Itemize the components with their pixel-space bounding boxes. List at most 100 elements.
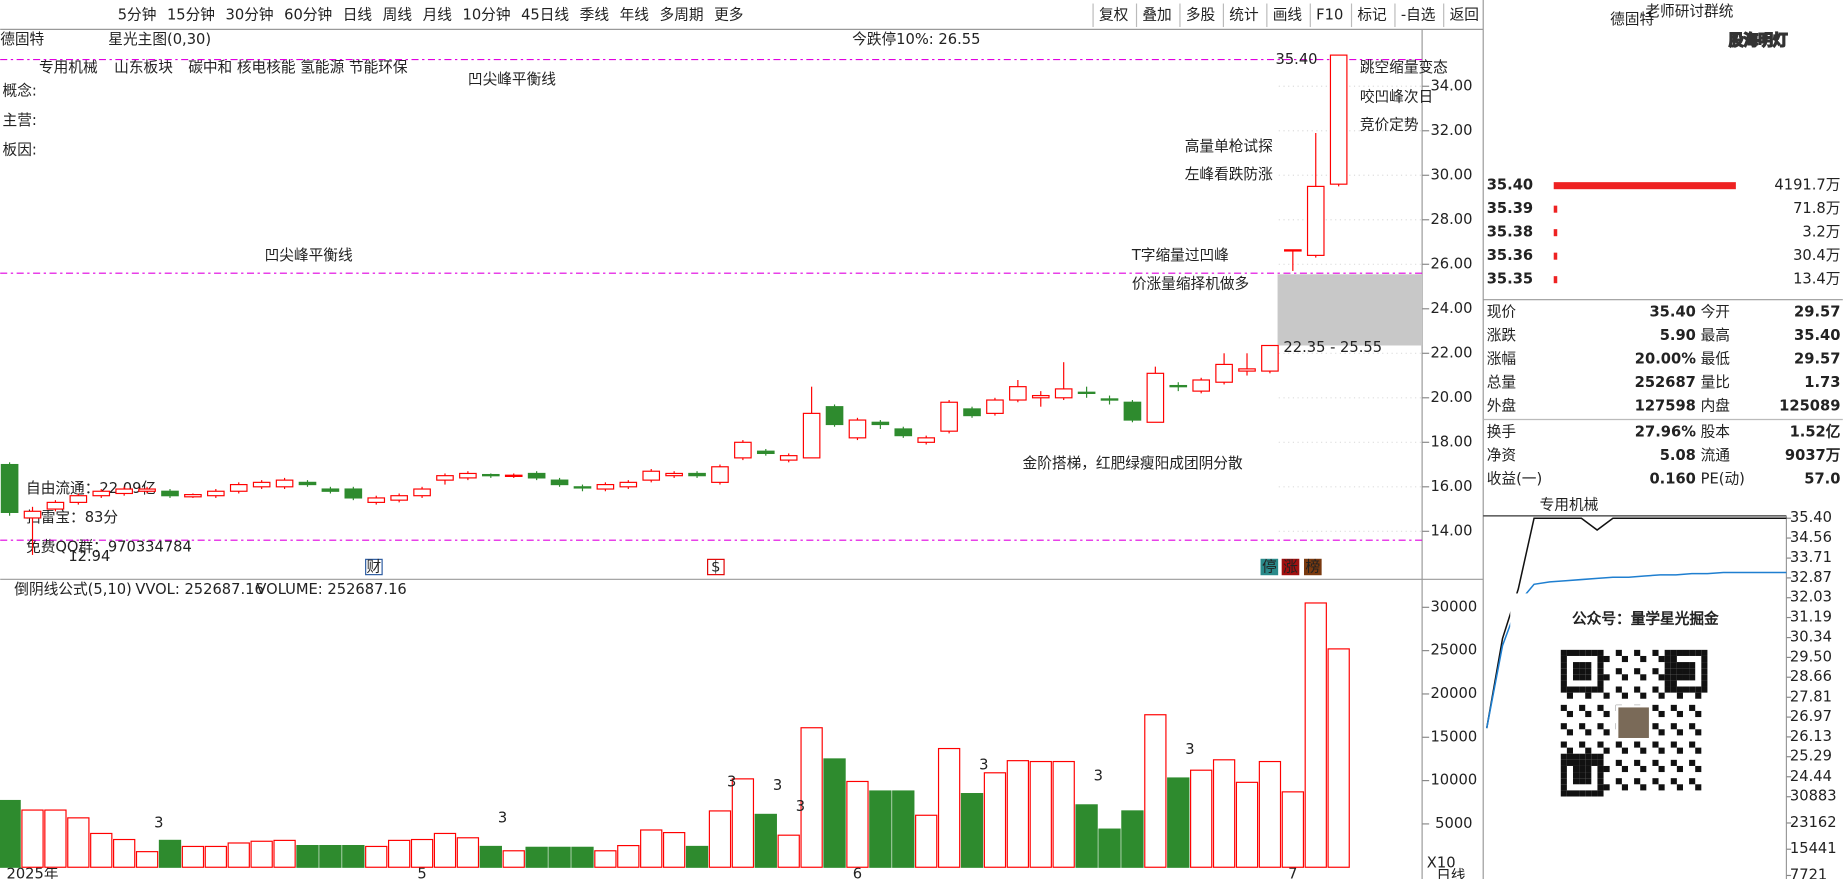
annotation: 凹尖峰平衡线 — [468, 71, 556, 88]
qr-cell — [1640, 784, 1647, 791]
toolbar-button[interactable]: 标记 — [1357, 6, 1387, 23]
toolbar-button[interactable]: 画线 — [1273, 6, 1303, 23]
volume-bar — [1190, 769, 1213, 868]
qr-cell — [1560, 759, 1567, 766]
gap-box — [1277, 274, 1423, 346]
toolbar-button[interactable]: 叠加 — [1142, 6, 1171, 23]
volume-bar — [662, 832, 686, 868]
toolbar-item[interactable]: 周线 — [383, 6, 413, 23]
panel-stock: 德固特 — [1610, 10, 1654, 28]
toolbar-item[interactable]: 60分钟 — [284, 6, 332, 23]
toolbar-item[interactable]: 15分钟 — [167, 6, 215, 23]
volume-bar — [731, 778, 755, 868]
toolbar-item[interactable]: 5分钟 — [118, 6, 157, 23]
ask-bar — [1553, 229, 1558, 237]
qr-cell — [1695, 686, 1702, 693]
volume-bar — [250, 840, 273, 868]
annotation: 高量单枪试探 — [1185, 138, 1273, 155]
toolbar-button[interactable]: -自选 — [1401, 6, 1436, 23]
candle-body — [894, 428, 913, 437]
toolbar-item[interactable]: 季线 — [580, 6, 610, 23]
volume-bar — [915, 814, 938, 868]
toolbar-item[interactable]: 10分钟 — [463, 6, 511, 23]
toolbar-button[interactable]: 复权 — [1099, 5, 1129, 23]
candle-body — [871, 421, 890, 426]
event-label: 榜 — [1305, 559, 1320, 576]
qr-cell — [1695, 710, 1702, 718]
toolbar-button[interactable]: 统计 — [1229, 6, 1259, 23]
mini-vol-tick-label: 23162 — [1790, 814, 1837, 831]
qr-cell — [1566, 753, 1573, 760]
qr-cell — [1603, 655, 1610, 663]
toolbar-button[interactable]: 返回 — [1450, 6, 1479, 23]
qr-cell — [1560, 784, 1567, 791]
candle-body — [1031, 394, 1050, 399]
toolbar-item[interactable]: 更多 — [714, 6, 743, 23]
stat-value: 5.90 — [1660, 327, 1696, 344]
y-tick-label: 26.00 — [1430, 255, 1472, 272]
qr-cell — [1689, 704, 1696, 711]
qr-cell — [1652, 704, 1659, 711]
stat-label: 内盘 — [1701, 397, 1731, 415]
toolbar-item[interactable]: 月线 — [423, 6, 453, 23]
volume-bar — [960, 793, 984, 868]
candle-body — [1009, 386, 1027, 401]
qr-cell — [1676, 692, 1683, 699]
qr-cell — [1560, 741, 1567, 748]
candle-body — [1123, 401, 1142, 421]
qr-cell — [1603, 729, 1610, 736]
y-tick-label: 28.00 — [1430, 211, 1472, 228]
volume-bar — [67, 817, 90, 868]
qr-cell — [1560, 772, 1567, 779]
bottom-period: 日线 — [1436, 868, 1466, 879]
qr-cell — [1676, 674, 1683, 681]
toolbar-item[interactable]: 年线 — [620, 6, 650, 23]
qr-cell — [1603, 674, 1610, 681]
qr-cell — [1597, 753, 1604, 760]
qr-cell — [1560, 753, 1567, 760]
volume-bar — [158, 839, 182, 868]
qr-cell — [1585, 747, 1592, 754]
qr-cell — [1640, 655, 1647, 663]
volume-bar — [273, 839, 296, 868]
x-tick-label: 7 — [1288, 865, 1297, 879]
qr-cell — [1572, 778, 1580, 785]
stat-label: 现价 — [1487, 304, 1517, 321]
qr-cell — [1682, 649, 1690, 656]
toolbar-item[interactable]: 日线 — [343, 6, 373, 23]
qr-cell — [1664, 668, 1671, 675]
toolbar-item[interactable]: 多周期 — [660, 6, 704, 23]
mini-vol-tick-label: 7721 — [1790, 866, 1827, 879]
candle-body — [367, 497, 386, 503]
stat-value: 5.08 — [1660, 447, 1696, 464]
qr-cell — [1634, 649, 1641, 656]
toolbar-button[interactable]: F10 — [1316, 6, 1343, 23]
volume-bar — [319, 844, 342, 868]
qr-cell — [1658, 765, 1665, 773]
toolbar-item[interactable]: 45日线 — [521, 6, 569, 23]
qr-cell — [1597, 668, 1604, 675]
stat-label: 量比 — [1701, 374, 1730, 391]
volume-bar — [823, 758, 846, 868]
volume-marker: 3 — [979, 756, 988, 773]
toolbar-item[interactable]: 30分钟 — [226, 6, 274, 23]
volume-bar — [1006, 760, 1030, 868]
qr-cell — [1615, 668, 1622, 675]
qr-cell — [1591, 790, 1598, 797]
volume-bar — [1235, 781, 1259, 868]
candle-body — [275, 479, 294, 488]
stat-value: 1.52亿 — [1790, 422, 1841, 440]
qr-cell — [1566, 759, 1573, 766]
qr-cell — [1670, 778, 1677, 785]
qr-cell — [1603, 710, 1610, 718]
qr-cell — [1689, 662, 1696, 669]
volume-bar — [525, 846, 548, 868]
toolbar-button[interactable]: 多股 — [1186, 6, 1216, 23]
qr-cell — [1597, 778, 1604, 785]
candle-body — [504, 474, 523, 477]
candle-body — [184, 494, 202, 498]
volume-bar — [227, 842, 250, 868]
stat-value: 1.73 — [1804, 374, 1840, 391]
volume-bar — [1144, 714, 1167, 868]
qr-cell — [1579, 668, 1586, 675]
